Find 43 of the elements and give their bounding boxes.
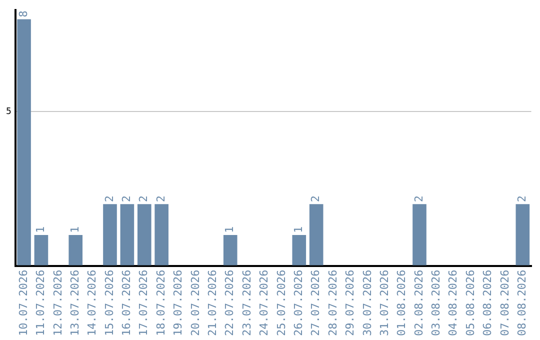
x-tick-label: 12.07.2026: [51, 270, 64, 336]
x-tick-label: 03.08.2026: [430, 270, 443, 336]
x-tick-label: 28.07.2026: [326, 270, 340, 336]
x-tick-label: 23.07.2026: [240, 270, 254, 336]
data-label: 2: [120, 196, 134, 202]
data-label: 2: [309, 196, 322, 202]
data-label: 1: [292, 226, 305, 233]
x-tick-label: 02.08.2026: [412, 270, 426, 336]
x-tick-label: 25.07.2026: [274, 270, 288, 336]
data-label: 2: [154, 196, 168, 202]
data-label: 1: [34, 226, 48, 233]
x-tick-label: 15.07.2026: [102, 270, 116, 336]
x-tick-label: 20.07.2026: [188, 270, 202, 336]
x-tick-label: 27.07.2026: [309, 270, 322, 336]
x-tick-label: 31.07.2026: [378, 270, 391, 336]
x-tick-label: 04.08.2026: [446, 270, 460, 336]
x-tick-label: 21.07.2026: [206, 270, 220, 336]
data-label: 1: [68, 226, 82, 233]
y-tick-label: 5: [6, 107, 12, 118]
data-label: 2: [137, 196, 150, 202]
x-tick-label: 24.07.2026: [258, 270, 271, 336]
x-tick-label: 06.08.2026: [481, 270, 494, 336]
x-tick-label: 17.07.2026: [137, 270, 150, 336]
x-tick-label: 18.07.2026: [154, 270, 168, 336]
data-label: 2: [412, 196, 426, 202]
x-tick-label: 29.07.2026: [344, 270, 357, 336]
x-tick-label: 14.07.2026: [86, 270, 99, 336]
x-tick-label: 01.08.2026: [395, 270, 408, 336]
x-tick-label: 05.08.2026: [464, 270, 477, 336]
x-tick-label: 08.08.2026: [516, 270, 529, 336]
x-tick-label: 16.07.2026: [120, 270, 134, 336]
x-tick-label: 22.07.2026: [223, 270, 236, 336]
data-label: 2: [102, 196, 116, 202]
x-tick-label: 13.07.2026: [68, 270, 82, 336]
data-label: 8: [16, 10, 30, 18]
x-tick-label: 11.07.2026: [34, 270, 48, 336]
data-label: 2: [516, 196, 529, 202]
x-tick-label: 26.07.2026: [292, 270, 305, 336]
x-tick-label: 10.07.2026: [16, 270, 30, 336]
x-tick-label: 07.08.2026: [498, 270, 512, 336]
x-tick-label: 30.07.2026: [360, 270, 374, 336]
x-tick-label: 19.07.2026: [172, 270, 185, 336]
data-label: 1: [223, 226, 236, 233]
